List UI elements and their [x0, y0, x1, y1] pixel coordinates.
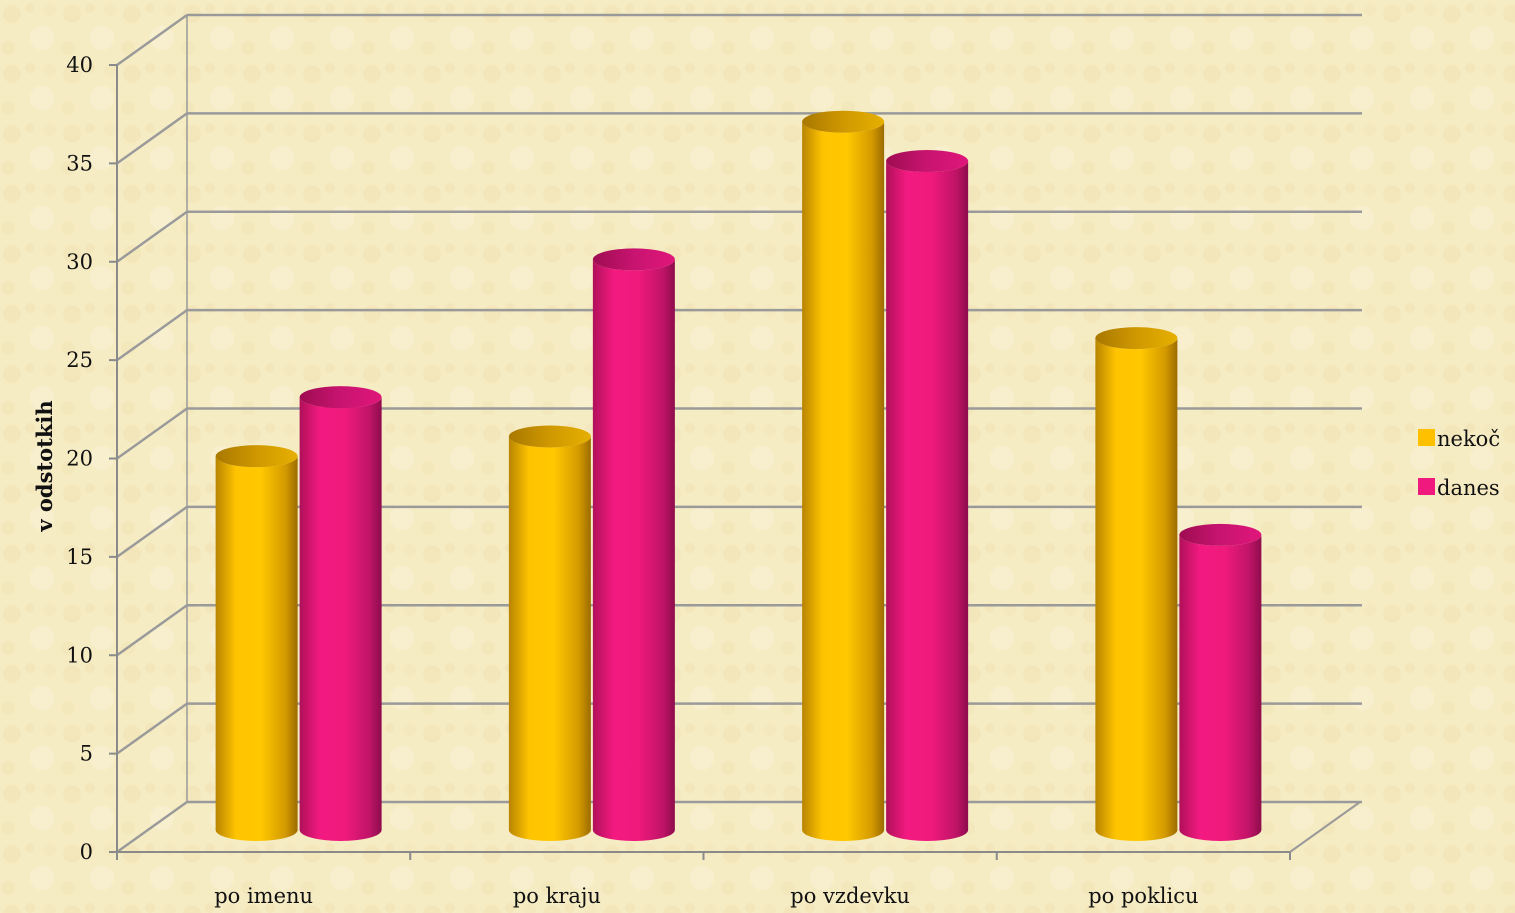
y-tick-label-25: 25 — [66, 348, 93, 372]
legend-label-danes: danes — [1437, 476, 1500, 500]
y-tick-label-5: 5 — [80, 742, 93, 766]
gridline-diagonal-15 — [116, 505, 188, 558]
bar-nekoc-po-kraju — [508, 425, 591, 841]
y-axis-title: v odstotkih — [32, 400, 57, 532]
bar-danes-po-imenu — [299, 386, 382, 841]
gridline-diagonal-0 — [116, 800, 188, 854]
y-tick-label-30: 30 — [66, 250, 93, 274]
bar-nekoc-po-vzdevku — [802, 110, 885, 841]
bar-top — [1095, 327, 1178, 350]
bar-top — [1179, 523, 1262, 546]
gridline-diagonal-35 — [116, 112, 188, 165]
y-tick-label-15: 15 — [66, 545, 93, 569]
bar-nekoc-po-poklicu — [1095, 327, 1178, 841]
bar-danes-po-kraju — [592, 248, 675, 841]
x-tick-label-po-imenu: po imenu — [214, 884, 313, 908]
y-axis-label: v odstotkih — [32, 400, 57, 532]
bar-top — [215, 445, 298, 468]
bar-nekoc-po-imenu — [215, 445, 298, 841]
bar-top — [886, 150, 969, 173]
bar-danes-po-poklicu — [1179, 523, 1262, 841]
gridline-diagonal-10 — [116, 604, 188, 657]
axes — [109, 64, 1291, 860]
gridline-diagonal-30 — [116, 210, 188, 263]
x-tick-label-po-poklicu: po poklicu — [1088, 884, 1198, 908]
bar-top — [299, 386, 382, 409]
bar-top — [508, 425, 591, 448]
y-tick-label-10: 10 — [66, 643, 93, 667]
bar-body — [1179, 534, 1262, 841]
tick-labels: 0 5 10 15 20 25 30 35 40 po imenu po kraju po vzdev… — [66, 53, 1198, 908]
bar-body — [299, 397, 382, 841]
gridline-diagonal-20 — [116, 407, 188, 460]
y-tick-label-40: 40 — [66, 53, 93, 77]
bar-body — [508, 436, 591, 841]
floor-right-edge — [1289, 801, 1361, 853]
bar-top — [802, 110, 885, 133]
bar-top — [592, 248, 675, 271]
x-tick-label-po-kraju: po kraju — [513, 884, 601, 908]
y-tick-label-35: 35 — [66, 151, 93, 175]
bar-body — [886, 161, 969, 842]
gridline-diagonal-25 — [116, 309, 188, 362]
bar-body — [802, 121, 885, 841]
legend-label-nekoc: nekoč — [1437, 427, 1500, 451]
gridline-diagonal-5 — [116, 702, 188, 755]
bar-danes-po-vzdevku — [886, 150, 969, 842]
y-tick-label-20: 20 — [66, 447, 93, 471]
legend: nekoč danes — [1418, 427, 1500, 500]
legend-swatch-danes — [1418, 478, 1435, 495]
bar-body — [592, 259, 675, 841]
gridline-diagonal-40 — [116, 13, 188, 67]
y-tick-label-0: 0 — [80, 840, 93, 864]
bars — [215, 110, 1262, 842]
bar-body — [215, 456, 298, 841]
bar-body — [1095, 338, 1178, 841]
x-tick-label-po-vzdevku: po vzdevku — [790, 884, 910, 908]
legend-swatch-nekoc — [1418, 429, 1435, 446]
